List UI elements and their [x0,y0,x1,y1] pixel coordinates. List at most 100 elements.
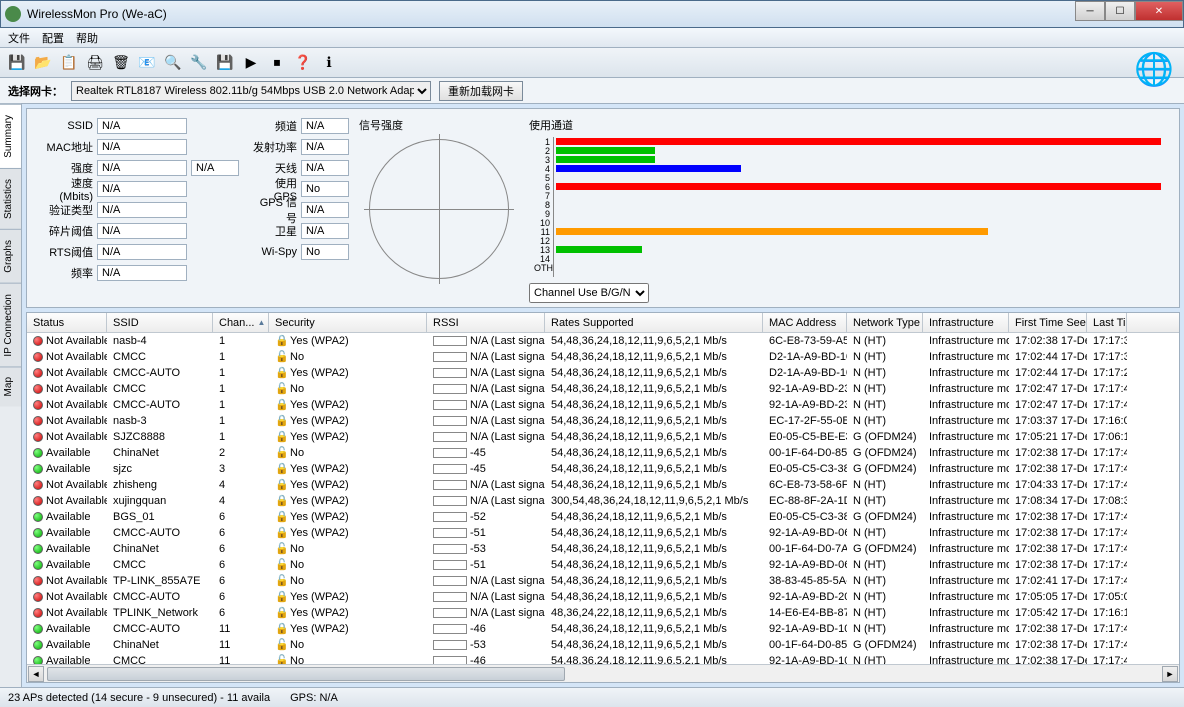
cell-network-type: N (HT) [847,349,923,365]
cell-network-type: G (OFDM24) [847,637,923,653]
col-mac[interactable]: MAC Address [763,313,847,332]
toolbar-btn-3[interactable]: 🖨 [84,52,106,74]
cell-security: Yes (WPA2) [290,431,349,443]
channel-use-select[interactable]: Channel Use B/G/N [529,283,649,303]
col-rssi[interactable]: RSSI [427,313,545,332]
side-tab-map[interactable]: Map [0,366,21,406]
side-tab-summary[interactable]: Summary [0,104,21,168]
col-security[interactable]: Security [269,313,427,332]
maximize-button[interactable]: ☐ [1105,1,1135,21]
info-value: N/A [97,160,187,176]
table-row[interactable]: AvailableBGS_016🔒Yes (WPA2)-5254,48,36,2… [27,509,1179,525]
toolbar-btn-4[interactable]: 🗑 [110,52,132,74]
toolbar-btn-1[interactable]: 📂 [32,52,54,74]
cell-mac: 14-E6-E4-BB-87-... [763,605,847,621]
table-row[interactable]: AvailableCMCC6🔓No-5154,48,36,24,18,12,11… [27,557,1179,573]
reload-adapter-button[interactable]: 重新加载网卡 [439,81,523,101]
table-row[interactable]: Not Availablenasb-31🔒Yes (WPA2)N/A (Last… [27,413,1179,429]
table-row[interactable]: Not Availablezhisheng4🔒Yes (WPA2)N/A (La… [27,477,1179,493]
table-row[interactable]: Not AvailableSJZC88881🔒Yes (WPA2)N/A (La… [27,429,1179,445]
menu-help[interactable]: 帮助 [76,30,98,46]
cell-channel: 1 [213,429,269,445]
status-gps: GPS: N/A [290,692,338,704]
cell-channel: 1 [213,381,269,397]
scroll-right-arrow[interactable]: ► [1162,666,1178,682]
table-row[interactable]: AvailableChinaNet6🔓No-5354,48,36,24,18,1… [27,541,1179,557]
cell-channel: 4 [213,493,269,509]
table-row[interactable]: AvailableCMCC-AUTO6🔒Yes (WPA2)-5154,48,3… [27,525,1179,541]
col-infrastructure[interactable]: Infrastructure [923,313,1009,332]
col-first-seen[interactable]: First Time Seen [1009,313,1087,332]
toolbar-btn-11[interactable]: ❓ [292,52,314,74]
toolbar-btn-12[interactable]: ℹ [318,52,340,74]
channel-row-4: 4 [554,164,1171,173]
side-tab-graphs[interactable]: Graphs [0,229,21,283]
cell-ssid: CMCC-AUTO [107,621,213,637]
col-ssid[interactable]: SSID [107,313,213,332]
cell-last-seen: 17:17:4 [1087,621,1127,637]
table-row[interactable]: AvailableCMCC-AUTO11🔒Yes (WPA2)-4654,48,… [27,621,1179,637]
table-row[interactable]: AvailableCMCC11🔓No-4654,48,36,24,18,12,1… [27,653,1179,664]
signal-bar-icon [433,608,467,618]
table-row[interactable]: Not AvailableCMCC-AUTO6🔒Yes (WPA2)N/A (L… [27,589,1179,605]
cell-network-type: N (HT) [847,573,923,589]
cell-first-seen: 17:02:38 17-De... [1009,445,1087,461]
cell-rates: 54,48,36,24,18,12,11,9,6,5,2,1 Mb/s [545,445,763,461]
col-last-seen[interactable]: Last Ti... [1087,313,1127,332]
toolbar-btn-8[interactable]: 💾 [214,52,236,74]
cell-rssi: N/A (Last signal -54) [470,367,545,379]
col-network-type[interactable]: Network Type [847,313,923,332]
close-button[interactable]: ✕ [1135,1,1183,21]
signal-bar-icon [433,432,467,442]
cell-ssid: CMCC [107,381,213,397]
table-row[interactable]: Not AvailableTPLINK_Network6🔒Yes (WPA2)N… [27,605,1179,621]
status-text: Available [46,543,90,555]
toolbar-btn-6[interactable]: 🔍 [162,52,184,74]
scroll-thumb[interactable] [47,667,565,681]
cell-first-seen: 17:02:38 17-De... [1009,509,1087,525]
side-tab-ip-connection[interactable]: IP Connection [0,283,21,367]
info-value-extra: N/A [191,160,239,176]
channel-bar [556,156,655,163]
table-row[interactable]: Not AvailableCMCC-AUTO1🔒Yes (WPA2)N/A (L… [27,397,1179,413]
signal-bar-icon [433,512,467,522]
side-tab-statistics[interactable]: Statistics [0,168,21,229]
horizontal-scrollbar[interactable]: ◄ ► [27,664,1179,682]
table-row[interactable]: Availablesjzc3🔒Yes (WPA2)-4554,48,36,24,… [27,461,1179,477]
scroll-left-arrow[interactable]: ◄ [28,666,44,682]
toolbar-btn-9[interactable]: ▶ [240,52,262,74]
toolbar-btn-0[interactable]: 💾 [6,52,28,74]
menu-config[interactable]: 配置 [42,30,64,46]
cell-mac: 00-1F-64-D0-85-... [763,637,847,653]
menu-file[interactable]: 文件 [8,30,30,46]
minimize-button[interactable]: ─ [1075,1,1105,21]
toolbar-btn-2[interactable]: 📋 [58,52,80,74]
table-row[interactable]: Not AvailableCMCC1🔓NoN/A (Last signal -5… [27,381,1179,397]
col-channel[interactable]: Chan...▲ [213,313,269,332]
col-rates[interactable]: Rates Supported [545,313,763,332]
cell-channel: 1 [213,333,269,349]
table-row[interactable]: Not AvailableCMCC-AUTO1🔒Yes (WPA2)N/A (L… [27,365,1179,381]
toolbar-btn-7[interactable]: 🔧 [188,52,210,74]
table-row[interactable]: AvailableChinaNet2🔓No-4554,48,36,24,18,1… [27,445,1179,461]
cell-last-seen: 17:17:3 [1087,349,1127,365]
table-row[interactable]: Not AvailableCMCC1🔓NoN/A (Last signal -5… [27,349,1179,365]
adapter-select[interactable]: Realtek RTL8187 Wireless 802.11b/g 54Mbp… [71,81,431,101]
toolbar-btn-5[interactable]: 📧 [136,52,158,74]
cell-network-type: N (HT) [847,365,923,381]
status-text: Available [46,559,90,571]
cell-first-seen: 17:04:33 17-De... [1009,477,1087,493]
grid-body[interactable]: Not Availablenasb-41🔒Yes (WPA2)N/A (Last… [27,333,1179,664]
cell-infrastructure: Infrastructure mo... [923,477,1009,493]
col-status[interactable]: Status [27,313,107,332]
cell-mac: 92-1A-A9-BD-10... [763,653,847,664]
table-row[interactable]: AvailableChinaNet11🔓No-5354,48,36,24,18,… [27,637,1179,653]
cell-ssid: CMCC-AUTO [107,589,213,605]
table-row[interactable]: Not Availablenasb-41🔒Yes (WPA2)N/A (Last… [27,333,1179,349]
table-row[interactable]: Not Availablexujingquan4🔒Yes (WPA2)N/A (… [27,493,1179,509]
cell-first-seen: 17:02:47 17-De... [1009,381,1087,397]
lock-icon: 🔒 [275,399,287,411]
info-panel: SSIDN/AMAC地址N/A强度N/AN/A速度 (Mbits)N/A验证类型… [26,108,1180,308]
toolbar-btn-10[interactable]: ⏹ [266,52,288,74]
table-row[interactable]: Not AvailableTP-LINK_855A7E6🔓NoN/A (Last… [27,573,1179,589]
